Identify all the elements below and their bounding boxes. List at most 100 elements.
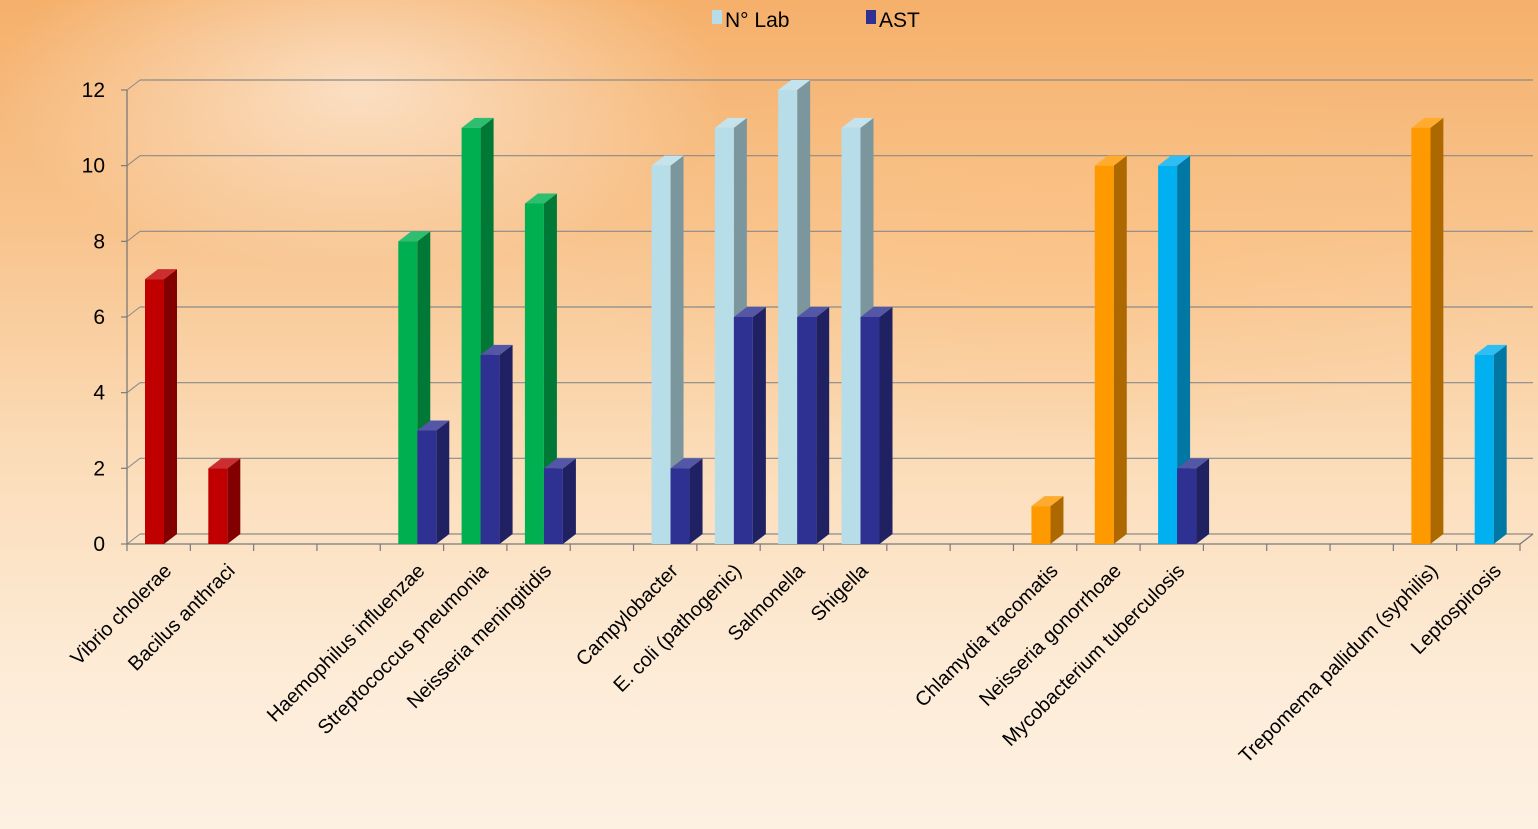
bar-side (1050, 496, 1064, 544)
y-tick-label: 6 (93, 306, 105, 329)
bar-front (1031, 506, 1051, 544)
bar-front (398, 241, 418, 545)
bar-series2 (1177, 458, 1210, 544)
bar-series1 (524, 193, 557, 544)
bar-series1 (1474, 344, 1507, 544)
bar-front (524, 203, 544, 544)
bar-top (1158, 155, 1191, 166)
bar-front (778, 90, 798, 544)
bar-series1 (1031, 496, 1064, 544)
bar-side (436, 420, 450, 544)
x-category-label: Shigella (807, 559, 873, 625)
bar-side (1430, 117, 1444, 544)
bar-series2 (480, 344, 513, 544)
bar-side (499, 344, 513, 544)
legend-swatch (866, 10, 876, 24)
bar-front (208, 468, 228, 544)
bar-side (816, 307, 830, 544)
bar-series2 (417, 420, 450, 544)
bar-top (1474, 344, 1507, 355)
bar-front (733, 317, 753, 544)
y-tick-label: 12 (82, 79, 105, 102)
bar-top (778, 80, 811, 90)
gridline-diag (126, 306, 141, 318)
legend-label: AST (879, 9, 920, 32)
bar-top (860, 307, 893, 317)
bar-front (480, 354, 500, 544)
bar-front (1411, 127, 1431, 544)
bar-top (733, 307, 766, 317)
bar-side (689, 458, 703, 544)
gridline-diag (126, 457, 141, 469)
gridline-diag (126, 230, 141, 242)
bar-top (398, 231, 431, 242)
bar-series2 (860, 307, 893, 544)
bar-top (480, 344, 513, 355)
bars (145, 80, 1507, 545)
bar-series2 (543, 458, 576, 544)
bar-side (879, 307, 893, 544)
bar-top (651, 155, 684, 166)
bar-top (1177, 458, 1210, 469)
bar-side (164, 269, 177, 544)
bar-side (1177, 155, 1191, 544)
bar-series1 (1094, 155, 1127, 544)
bar-front (1094, 165, 1114, 544)
bar-series1 (651, 155, 684, 544)
legend-label: N° Lab (725, 9, 789, 32)
bar-side (562, 458, 576, 544)
bar-top (670, 458, 703, 469)
gridline-diag (126, 79, 141, 91)
bar-side (1196, 458, 1210, 544)
y-tick-label: 10 (82, 155, 105, 178)
bar-side (1493, 344, 1507, 544)
bar-front (714, 127, 734, 544)
y-tick-label: 8 (93, 230, 105, 253)
bar-side (543, 193, 557, 544)
bar-top (714, 117, 747, 128)
bar-series1 (208, 458, 241, 544)
bar-series2 (797, 307, 830, 544)
bar-series2 (670, 458, 703, 544)
y-tick-label: 2 (93, 457, 105, 480)
bar-front (797, 317, 817, 544)
bar-top (841, 117, 874, 128)
chart-axes (126, 90, 1534, 551)
bar-top (208, 458, 241, 469)
gridline-diag (126, 533, 141, 545)
bar-series2 (733, 307, 766, 544)
bar-top (461, 117, 494, 128)
bar-top (417, 420, 450, 431)
chart-legend: N° Lab AST (712, 9, 920, 32)
gridline-diag (126, 155, 141, 167)
gridlines (126, 79, 1533, 545)
x-category-label: Bacilus anthraci (124, 560, 239, 675)
bar-front (543, 468, 563, 544)
x-category-label: Trepomema pallidum (syphilis) (1235, 560, 1443, 768)
x-axis-depth (1519, 533, 1534, 545)
bar-front (1177, 468, 1197, 544)
bar-front (461, 127, 481, 544)
bar-front (1158, 165, 1178, 544)
bar-side (752, 307, 766, 544)
bar-front (417, 430, 437, 544)
bar-top (1094, 155, 1127, 166)
bar-side (227, 458, 241, 544)
legend-swatch (712, 10, 722, 24)
bar-series1 (145, 269, 177, 544)
bar-series1 (1158, 155, 1191, 544)
bar-top (543, 458, 576, 469)
y-tick-label: 4 (93, 382, 105, 405)
bar-front (145, 279, 164, 544)
y-tick-labels: 0 2 4 6 8 10 12 (82, 79, 127, 556)
y-tick-label: 0 (93, 533, 105, 556)
bar-top (1411, 117, 1444, 128)
bar-front (860, 317, 880, 544)
gridline-diag (126, 382, 141, 394)
bar-side (1113, 155, 1127, 544)
bar-top (524, 193, 557, 204)
bar-side (670, 155, 684, 544)
bar-front (651, 165, 671, 544)
